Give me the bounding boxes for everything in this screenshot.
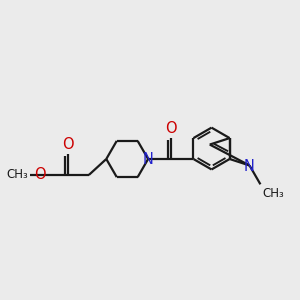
Text: N: N	[143, 152, 154, 166]
Text: O: O	[34, 167, 46, 182]
Text: CH₃: CH₃	[6, 168, 28, 181]
Text: N: N	[244, 159, 255, 174]
Text: O: O	[165, 121, 177, 136]
Text: CH₃: CH₃	[262, 187, 283, 200]
Text: O: O	[62, 137, 74, 152]
